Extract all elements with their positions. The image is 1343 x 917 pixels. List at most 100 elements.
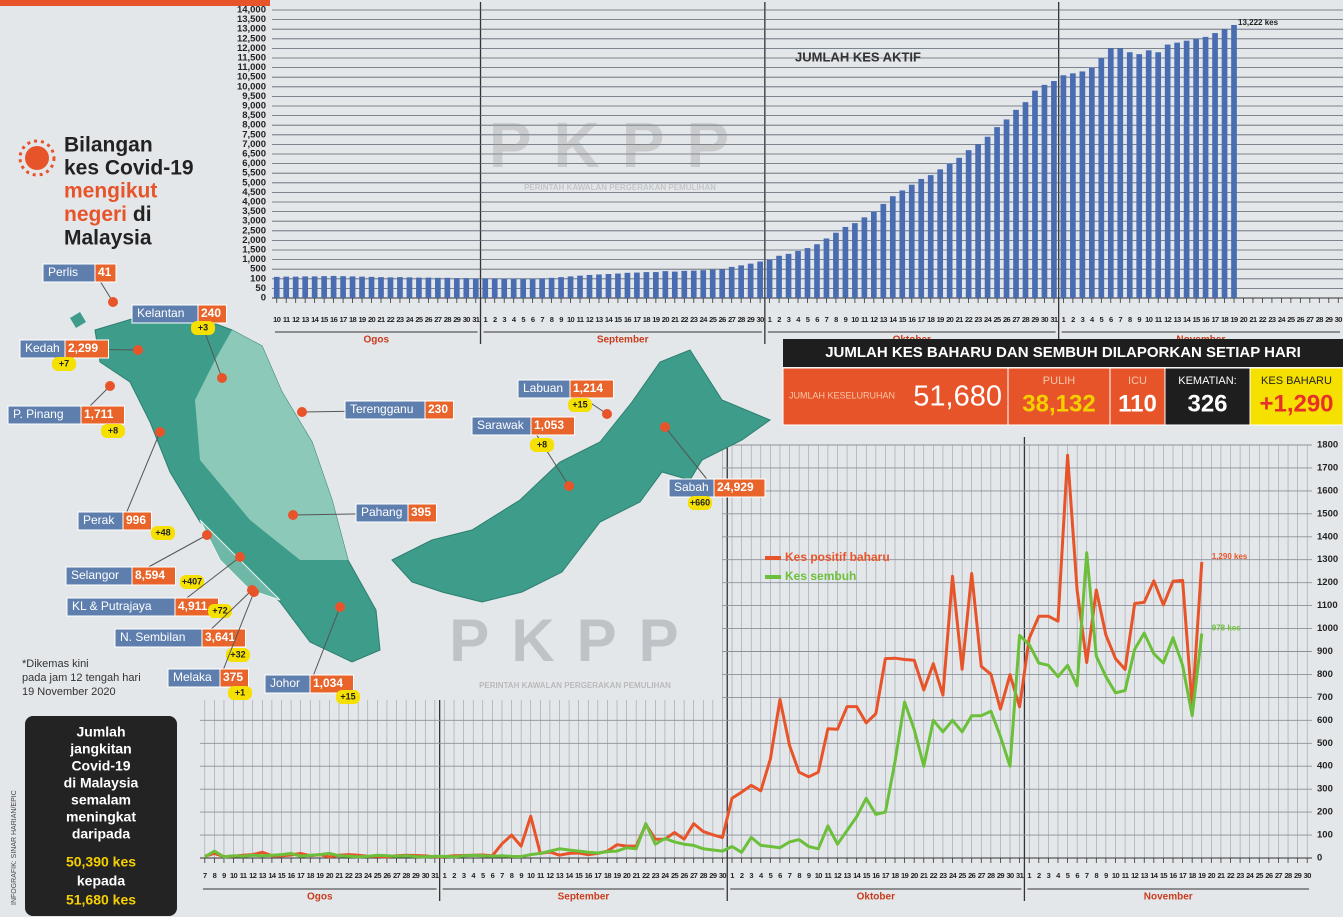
x-tick-label: 8 (550, 315, 554, 324)
bar (435, 278, 441, 298)
x-tick-label: 8 (1095, 871, 1099, 880)
bar (644, 272, 650, 298)
watermark: PKPP (449, 607, 700, 674)
x-tick-label: 10 (851, 315, 859, 324)
state-dot (155, 427, 165, 437)
x-tick-label: 19 (316, 871, 324, 880)
bar (852, 223, 858, 298)
x-tick-label: 29 (453, 315, 461, 324)
stat-value: 51,680 (913, 381, 1002, 413)
state-increase: +1 (235, 687, 245, 697)
state-dot (564, 481, 574, 491)
x-tick-label: 15 (899, 315, 907, 324)
x-tick-label: 9 (807, 871, 811, 880)
bar (1136, 54, 1142, 298)
bar (1061, 75, 1067, 298)
x-tick-label: 18 (927, 315, 935, 324)
x-tick-label: 20 (326, 871, 334, 880)
y-tick-label: 900 (1317, 646, 1333, 657)
state-name: Perak (83, 513, 115, 527)
state-name: Labuan (523, 381, 563, 395)
x-tick-label: 11 (537, 871, 544, 880)
y-tick-label: 4,000 (242, 197, 266, 208)
x-tick-label: 20 (946, 315, 954, 324)
bar (606, 274, 612, 298)
x-tick-label: 21 (1249, 315, 1257, 324)
x-tick-label: 8 (510, 871, 514, 880)
x-tick-label: 15 (1160, 871, 1168, 880)
x-tick-label: 3 (462, 871, 466, 880)
state-increase: +15 (572, 399, 587, 409)
y-tick-label: 12,500 (237, 33, 266, 44)
x-tick-label: 1 (768, 315, 772, 324)
state-increase: +407 (182, 576, 202, 586)
x-tick-label: 21 (956, 315, 964, 324)
bar (416, 278, 422, 298)
state-dot (235, 552, 245, 562)
x-tick-label: 18 (1189, 871, 1197, 880)
bar (350, 276, 356, 298)
annotation: 13,222 kes (1238, 18, 1279, 27)
bar (985, 137, 991, 298)
bar (805, 248, 811, 298)
watermarks: PKPP PERINTAH KAWALAN PERGERAKAN PEMULIH… (489, 109, 751, 192)
y-tick-label: 300 (1317, 784, 1333, 795)
y-tick-label: 1800 (1317, 440, 1338, 451)
state-increase: +660 (690, 497, 710, 507)
y-tick-label: 13,500 (237, 14, 266, 25)
bar (407, 277, 413, 298)
y-tick-label: 14,000 (237, 5, 266, 16)
legend-label: Kes sembuh (785, 569, 856, 583)
x-tick-label: 13 (880, 315, 888, 324)
bar (274, 277, 280, 298)
bar (378, 277, 384, 298)
bar (748, 264, 754, 298)
bar (947, 164, 953, 298)
x-tick-label: 16 (1169, 871, 1177, 880)
x-tick-label: 12 (292, 315, 300, 324)
x-tick-label: 6 (531, 315, 535, 324)
bar (1127, 52, 1133, 298)
y-tick-label: 1100 (1317, 600, 1338, 611)
summary-line: Jumlah (76, 724, 125, 740)
x-tick-label: 16 (287, 871, 295, 880)
bar (1231, 25, 1237, 298)
y-tick-label: 11,500 (237, 53, 266, 64)
bar (672, 272, 678, 298)
bar (1146, 50, 1152, 298)
bar (928, 175, 934, 298)
x-tick-label: 3 (749, 871, 753, 880)
x-tick-label: 28 (700, 871, 708, 880)
bar (1032, 91, 1038, 298)
x-tick-label: 31 (1016, 871, 1024, 880)
x-tick-label: 12 (1131, 871, 1139, 880)
x-tick-label: 28 (1284, 871, 1292, 880)
x-tick-label: 23 (975, 315, 983, 324)
x-tick-label: 26 (719, 315, 727, 324)
state-cases: 3,641 (205, 630, 235, 644)
x-tick-label: 10 (1145, 315, 1153, 324)
summary-to: 51,680 kes (66, 892, 136, 908)
stat-value: 326 (1187, 390, 1227, 417)
watermark-sub: PERINTAH KAWALAN PERGERAKAN PEMULIHAN (524, 183, 716, 192)
bar (615, 274, 621, 298)
x-tick-label: 19 (358, 315, 366, 324)
x-tick-label: 27 (728, 315, 736, 324)
y-tick-label: 6,500 (242, 149, 266, 160)
x-tick-label: 26 (1297, 315, 1305, 324)
y-tick-label: 200 (1317, 807, 1333, 818)
bar (1155, 52, 1161, 298)
bar (681, 271, 687, 298)
x-tick-label: 8 (834, 315, 838, 324)
state-increase: +48 (155, 527, 170, 537)
x-tick-label: 27 (434, 315, 442, 324)
annotation: 1,290 kes (1212, 552, 1248, 561)
bar (454, 278, 460, 298)
x-tick-label: 21 (671, 315, 679, 324)
x-tick-label: 12 (546, 871, 554, 880)
stat-label: PULIH (1043, 375, 1075, 387)
y-tick-label: 1400 (1317, 531, 1338, 542)
state-dot (297, 407, 307, 417)
x-tick-label: 25 (959, 871, 967, 880)
y-tick-label: 600 (1317, 715, 1333, 726)
